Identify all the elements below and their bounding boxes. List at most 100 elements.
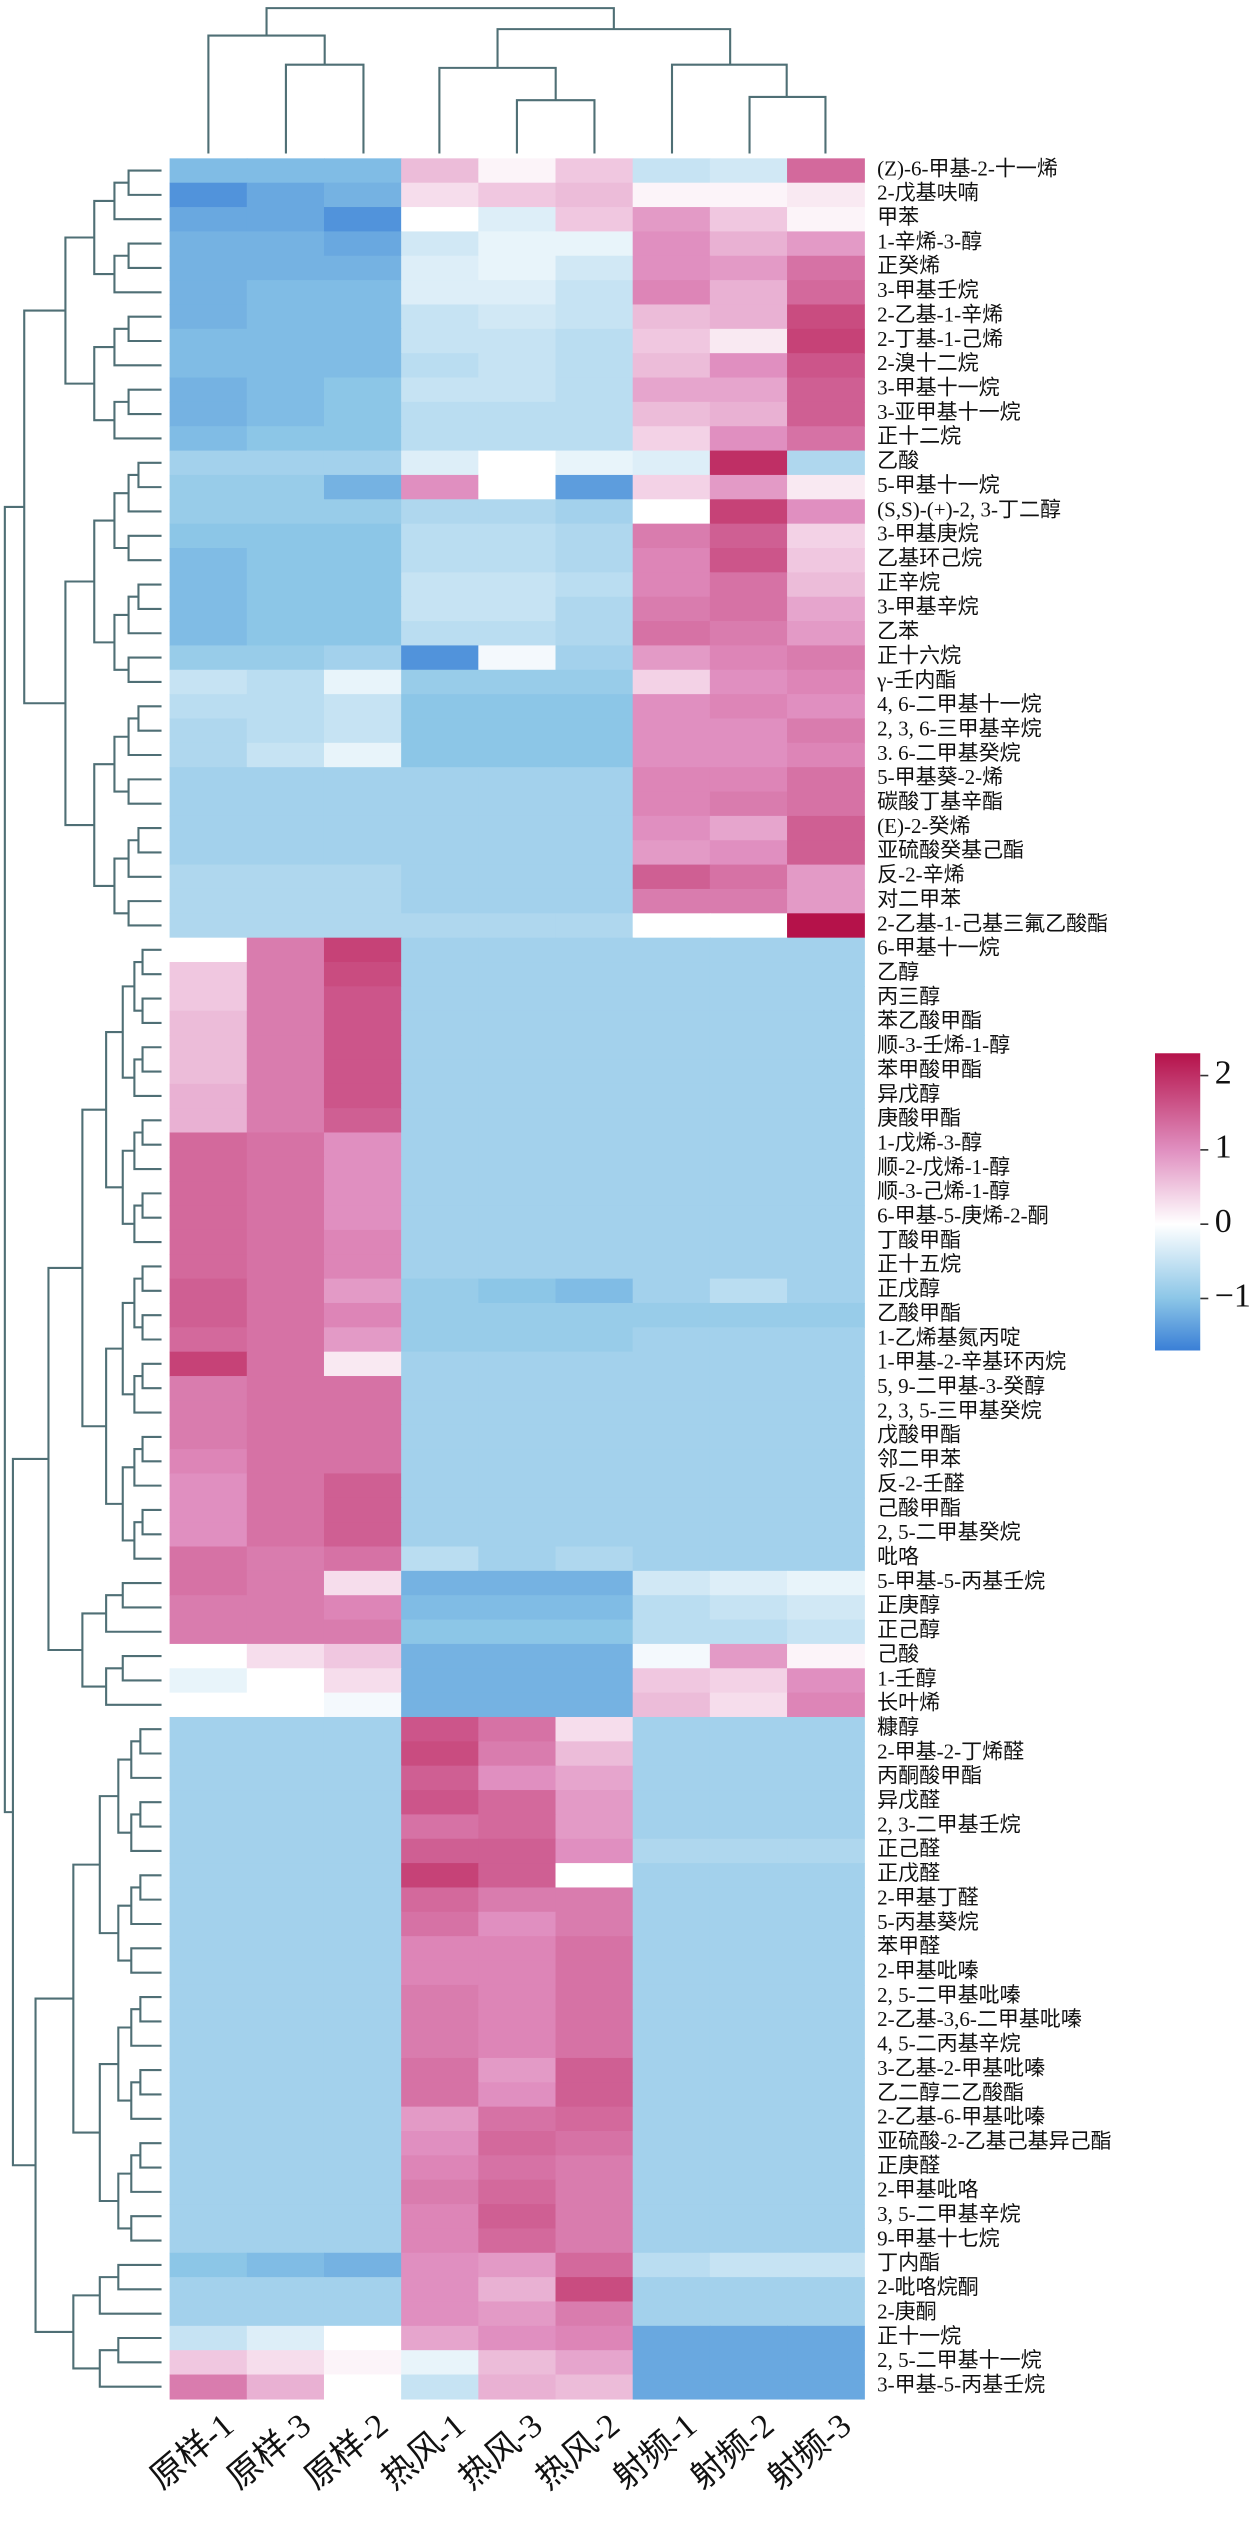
heatmap-cell	[555, 1668, 634, 1694]
colorbar-label: 1	[1215, 1129, 1232, 1166]
dendro-branch	[121, 1301, 135, 1396]
heatmap-cell	[478, 1327, 557, 1353]
heatmap-cell	[632, 1790, 711, 1816]
heatmap-cell	[632, 1936, 711, 1962]
heatmap-cell	[169, 1108, 248, 1134]
dendro-branch	[81, 1612, 107, 1688]
heatmap-cell	[478, 304, 557, 330]
dendro-branch	[137, 705, 162, 732]
heatmap-cell	[709, 1643, 788, 1669]
row-label: 2, 3, 6-三甲基辛烷	[877, 716, 1041, 740]
heatmap-cell	[709, 1083, 788, 1109]
heatmap-cell	[709, 2350, 788, 2376]
heatmap-cell	[323, 353, 402, 379]
heatmap-cell	[555, 1936, 634, 1962]
heatmap-cell	[632, 2130, 711, 2156]
heatmap-cell	[401, 1570, 479, 1596]
row-label: 丁酸甲酯	[877, 1228, 961, 1252]
heatmap-cell	[787, 255, 865, 281]
heatmap-cell	[323, 840, 402, 866]
heatmap-cell	[709, 1254, 788, 1280]
dendro-branch	[113, 327, 162, 367]
heatmap-cell	[246, 548, 325, 574]
heatmap-cell	[401, 2301, 479, 2327]
row-label: 正庚醛	[877, 2153, 940, 2177]
heatmap-cell	[401, 2106, 479, 2132]
heatmap-cell	[787, 1838, 865, 1864]
heatmap-cell	[323, 791, 402, 817]
heatmap-cell	[555, 742, 634, 768]
heatmap-cell	[555, 280, 634, 306]
heatmap-cell	[709, 694, 788, 720]
heatmap-cell	[246, 1668, 325, 1694]
row-label: γ-壬内酯	[876, 668, 956, 692]
heatmap-cell	[246, 2130, 325, 2156]
heatmap-cell	[787, 1570, 865, 1596]
heatmap-cell	[169, 207, 248, 233]
row-label: 2-甲基吡嗪	[877, 1959, 978, 1983]
heatmap-cell	[323, 207, 402, 233]
heatmap-cell	[246, 1522, 325, 1548]
heatmap-cell	[323, 2301, 402, 2327]
heatmap-cell	[709, 2033, 788, 2059]
heatmap-cell	[709, 1449, 788, 1475]
heatmap-cell	[709, 913, 788, 939]
heatmap-cell	[787, 304, 865, 330]
heatmap-cell	[709, 2155, 788, 2181]
heatmap-cell	[246, 645, 325, 671]
heatmap-cell	[787, 1814, 865, 1840]
heatmap-cell	[478, 718, 557, 744]
heatmap-cell	[787, 523, 865, 549]
dendro-branch	[127, 778, 162, 805]
heatmap-cell	[246, 2057, 325, 2083]
heatmap-cell	[246, 669, 325, 695]
heatmap-cell	[323, 1692, 402, 1718]
dendro-branch	[127, 242, 162, 269]
heatmap-cell	[401, 1765, 479, 1791]
heatmap-cell	[787, 1254, 865, 1280]
heatmap-cell	[632, 815, 711, 841]
heatmap-cell	[787, 2374, 865, 2400]
heatmap-cell	[401, 840, 479, 866]
heatmap-cell	[555, 158, 634, 184]
heatmap-cell	[787, 1449, 865, 1475]
dendro-branch	[105, 1594, 162, 1633]
heatmap-cell	[555, 1327, 634, 1353]
heatmap-cell	[169, 864, 248, 890]
heatmap-cell	[555, 523, 634, 549]
heatmap-cell	[632, 2057, 711, 2083]
heatmap-cell	[323, 255, 402, 281]
heatmap-cell	[478, 1108, 557, 1134]
heatmap-cell	[169, 1570, 248, 1596]
heatmap-cell	[169, 645, 248, 671]
heatmap-cell	[401, 1595, 479, 1621]
heatmap-cell	[401, 426, 479, 452]
heatmap-cell	[709, 1424, 788, 1450]
heatmap-cell	[787, 1936, 865, 1962]
heatmap-cell	[787, 1376, 865, 1402]
heatmap-cell	[555, 1765, 634, 1791]
heatmap-cell	[246, 1814, 325, 1840]
heatmap-cell	[555, 207, 634, 233]
heatmap-cell	[169, 1254, 248, 1280]
heatmap-cell	[787, 1400, 865, 1426]
heatmap-cell	[709, 1497, 788, 1523]
heatmap-cell	[169, 694, 248, 720]
row-label: 6-甲基十一烷	[877, 936, 999, 960]
heatmap-cell	[246, 1497, 325, 1523]
heatmap-cell	[709, 2277, 788, 2303]
heatmap-cell	[787, 596, 865, 622]
heatmap-cell	[169, 304, 248, 330]
heatmap-cell	[401, 2009, 479, 2035]
row-label: 3-甲基辛烷	[877, 595, 978, 619]
heatmap-cell	[787, 1984, 865, 2010]
row-label: 2-吡咯烷酮	[877, 2275, 978, 2299]
heatmap-cell	[787, 1790, 865, 1816]
dendro-branch	[81, 1108, 107, 1428]
heatmap-cell	[478, 182, 557, 208]
heatmap-cell	[478, 158, 557, 184]
heatmap-cell	[555, 328, 634, 354]
heatmap-cell	[169, 986, 248, 1012]
dendro-branch	[141, 1119, 162, 1146]
heatmap-cell	[709, 1814, 788, 1840]
